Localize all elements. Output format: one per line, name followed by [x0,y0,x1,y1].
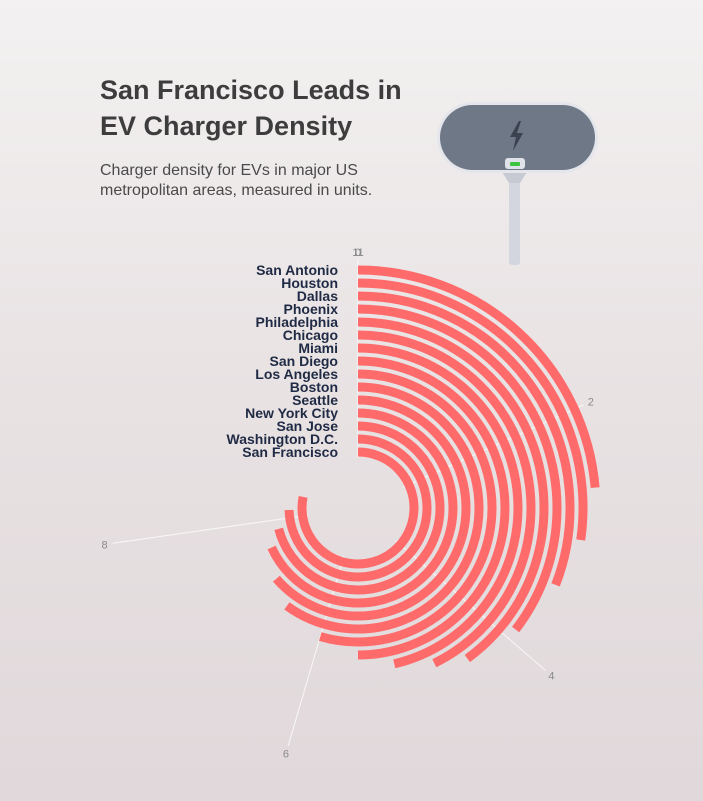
bar-dallas [357,291,575,587]
category-label: Chicago [283,327,338,343]
category-label: New York City [245,405,338,421]
category-label: Los Angeles [255,366,338,382]
bar-philadelphia [357,317,549,663]
category-label: San Francisco [242,444,338,460]
chart-subtitle: Charger density for EVs in major US metr… [100,162,373,199]
bar-san-diego [357,356,510,660]
bar-san-francisco [297,447,419,569]
bar-phoenix [357,304,562,633]
chart-title: San Francisco Leads in EV Charger Densit… [100,75,402,141]
bar-los-angeles [318,369,497,647]
bar-boston [284,382,484,634]
tick-label: 0 [355,247,361,259]
bar-san-jose [274,421,445,595]
category-label: San Diego [270,353,338,369]
category-labels: San AntonioHoustonDallasPhoenixPhiladelp… [227,262,339,460]
category-label: San Jose [277,418,339,434]
tick-label: 2 [588,397,594,409]
category-label: Philadelphia [256,314,339,330]
bar-san-antonio [357,265,600,489]
category-label: Phoenix [284,301,339,317]
tick-line [112,514,309,544]
bar-seattle [272,395,471,621]
bar-miami [357,343,523,669]
tick-label: 8 [102,539,108,551]
category-label: Dallas [297,288,338,304]
category-label: Miami [298,340,338,356]
category-label: Houston [281,275,338,291]
category-label: Washington D.C. [227,431,338,447]
bars [267,265,600,669]
bar-chicago [357,330,536,668]
tick-label: 11 [352,247,363,259]
bar-washington-d-c [284,434,432,582]
tick-label: 6 [283,749,289,761]
ev-charger-plug-icon [437,102,598,265]
bar-houston [357,278,588,541]
category-label: Boston [290,379,338,395]
category-label: Seattle [292,392,338,408]
bar-new-york-city [267,408,458,608]
category-label: San Antonio [256,262,338,278]
tick-label: 4 [548,671,554,683]
